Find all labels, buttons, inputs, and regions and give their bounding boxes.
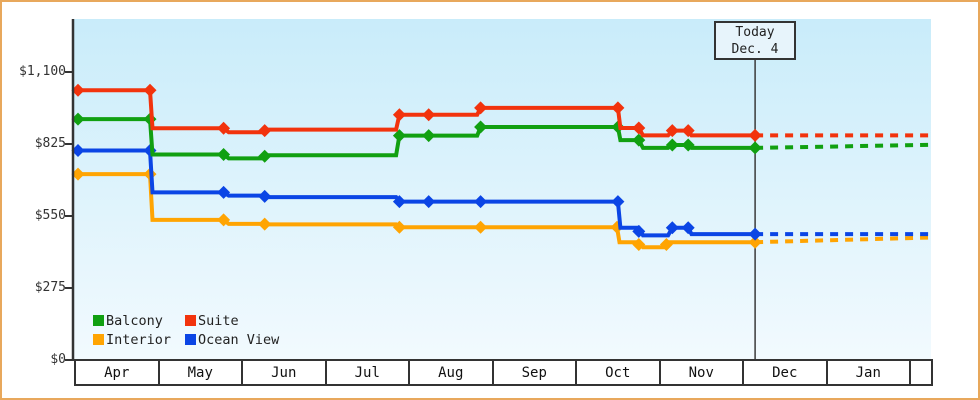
series-ocean-view-point bbox=[681, 221, 695, 235]
series-balcony-point bbox=[422, 129, 436, 143]
series-balcony-point bbox=[474, 120, 488, 134]
series-balcony-point bbox=[258, 149, 272, 163]
month-cell-dec: Dec bbox=[744, 361, 828, 384]
series-suite-point bbox=[258, 124, 272, 138]
month-cell-oct: Oct bbox=[577, 361, 661, 384]
series-suite-point bbox=[681, 124, 695, 138]
plot-background bbox=[74, 19, 931, 360]
series-balcony-point bbox=[681, 138, 695, 152]
legend-label: Ocean View bbox=[198, 331, 280, 348]
series-suite-point bbox=[748, 128, 762, 142]
series-ocean-view-point bbox=[422, 195, 436, 209]
legend-item-interior: Interior bbox=[93, 331, 185, 348]
series-interior-point bbox=[392, 220, 406, 234]
series-interior-point bbox=[71, 167, 85, 181]
series-ocean-view-point bbox=[217, 185, 231, 199]
y-axis-label: $550 bbox=[34, 208, 66, 223]
legend-item-ocean-view: Ocean View bbox=[185, 331, 280, 348]
series-ocean-view-point bbox=[474, 195, 488, 209]
series-interior-point bbox=[258, 217, 272, 231]
series-suite-point bbox=[474, 101, 488, 115]
today-date: Dec. 4 bbox=[731, 41, 779, 57]
series-ocean-view-point bbox=[632, 224, 646, 238]
month-cell-sep: Sep bbox=[494, 361, 577, 384]
series-ocean-view-point bbox=[665, 221, 679, 235]
month-cell-jun: Jun bbox=[243, 361, 327, 384]
month-cell-aug: Aug bbox=[410, 361, 494, 384]
legend-swatch bbox=[93, 334, 104, 345]
legend-swatch bbox=[185, 315, 196, 326]
series-balcony-point bbox=[71, 112, 85, 126]
legend-item-balcony: Balcony bbox=[93, 312, 185, 329]
series-suite-point bbox=[422, 108, 436, 122]
y-axis-label: $825 bbox=[34, 136, 66, 151]
month-cell-jan: Jan bbox=[828, 361, 911, 384]
series-interior-point bbox=[748, 235, 762, 249]
series-ocean-view-point bbox=[71, 144, 85, 157]
month-cell-nov: Nov bbox=[661, 361, 744, 384]
series-interior-point bbox=[632, 238, 646, 251]
series-ocean-view-point bbox=[392, 195, 406, 209]
series-balcony-point bbox=[392, 129, 406, 143]
series-interior-point bbox=[217, 213, 231, 227]
series-suite-point bbox=[217, 121, 231, 135]
series-interior-point bbox=[659, 238, 673, 251]
legend-swatch bbox=[93, 315, 104, 326]
today-marker-box: Today Dec. 4 bbox=[714, 21, 796, 60]
legend-item-suite: Suite bbox=[185, 312, 279, 329]
y-axis-label: $0 bbox=[50, 352, 66, 367]
month-cell-may: May bbox=[160, 361, 243, 384]
series-interior-point bbox=[474, 220, 488, 234]
series-balcony-point bbox=[217, 148, 231, 161]
x-axis-month-row: Apr May Jun Jul Aug Sep Oct Nov Dec Jan bbox=[74, 359, 933, 386]
series-ocean-view-point bbox=[258, 189, 272, 203]
series-ocean-view-point bbox=[748, 227, 762, 241]
month-cell-jul: Jul bbox=[327, 361, 410, 384]
legend-label: Balcony bbox=[106, 312, 163, 329]
series-suite-point bbox=[665, 124, 679, 138]
legend-label: Suite bbox=[198, 312, 239, 329]
legend-swatch bbox=[185, 334, 196, 345]
today-label: Today bbox=[735, 24, 775, 40]
series-suite-point bbox=[143, 83, 157, 97]
series-balcony-point bbox=[665, 138, 679, 152]
y-axis-label: $1,100 bbox=[19, 64, 66, 79]
month-cell-stub bbox=[911, 361, 931, 384]
series-suite-point bbox=[392, 108, 406, 122]
series-ocean-view-point bbox=[611, 195, 625, 209]
legend-label: Interior bbox=[106, 331, 172, 348]
y-axis-label: $275 bbox=[34, 280, 66, 295]
chart-legend: Balcony Suite Interior Ocean View bbox=[93, 312, 280, 348]
series-suite-point bbox=[632, 121, 646, 135]
series-suite-point bbox=[611, 101, 625, 115]
series-suite-point bbox=[71, 83, 85, 97]
series-balcony-point bbox=[748, 141, 762, 155]
month-cell-apr: Apr bbox=[76, 361, 160, 384]
